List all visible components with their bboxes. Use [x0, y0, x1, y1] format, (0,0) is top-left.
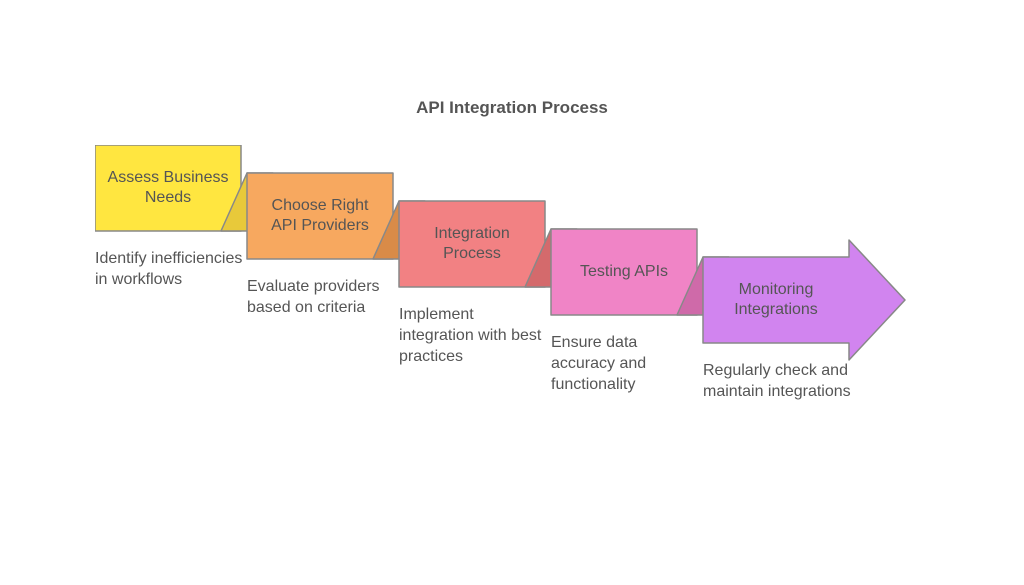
flow-stage: Assess Business Needs Identify inefficien… — [95, 145, 935, 585]
step-label-1: Choose Right API Providers — [247, 173, 393, 259]
step-label-3: Testing APIs — [551, 229, 697, 315]
diagram-title: API Integration Process — [0, 98, 1024, 118]
step-label-0: Assess Business Needs — [95, 145, 241, 231]
step-desc-0: Identify inefficiencies in workflows — [95, 249, 245, 291]
step-desc-1: Evaluate providers based on criteria — [247, 277, 397, 319]
step-desc-2: Implement integration with best practice… — [399, 305, 549, 367]
step-label-4: Monitoring Integrations — [703, 257, 849, 343]
step-desc-3: Ensure data accuracy and functionality — [551, 333, 701, 395]
step-desc-4: Regularly check and maintain integration… — [703, 361, 853, 403]
step-label-2: Integration Process — [399, 201, 545, 287]
